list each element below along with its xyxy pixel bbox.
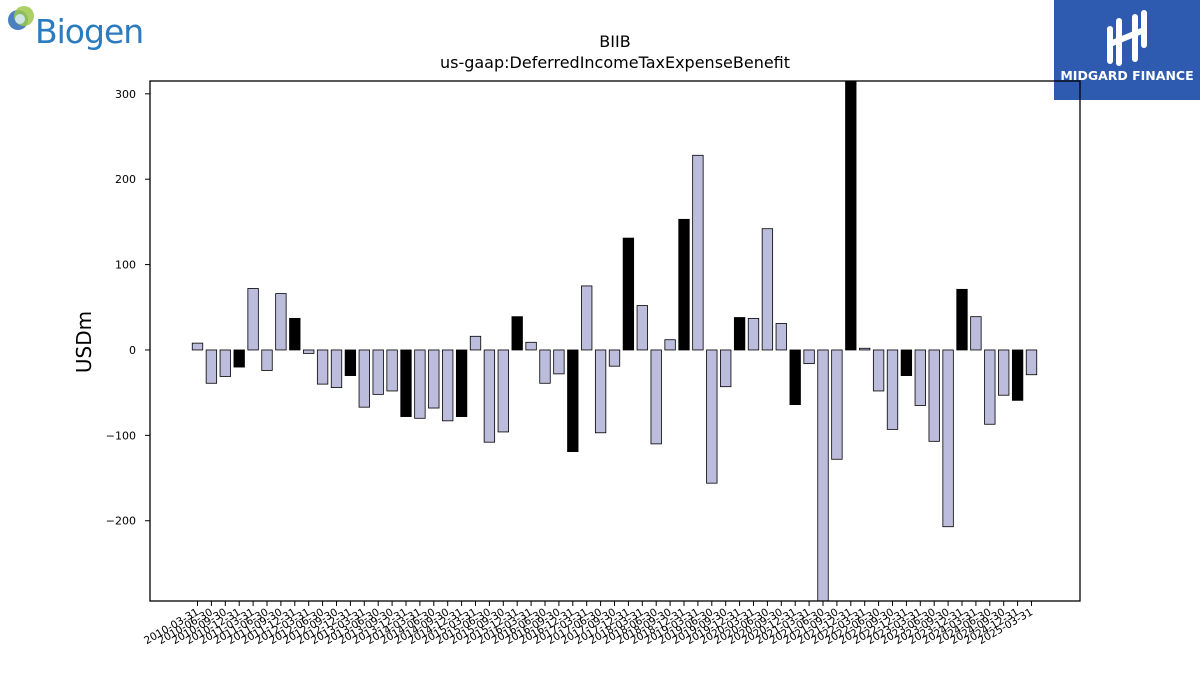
bar-2024-03-31 xyxy=(970,316,982,351)
midgard-wordmark: MIDGARD FINANCE xyxy=(1060,68,1194,83)
bar-2011-03-31 xyxy=(247,288,259,351)
bar-2018-09-30 xyxy=(664,339,676,351)
bar-2016-09-30 xyxy=(553,349,565,375)
bar-2020-12-31 xyxy=(789,349,801,406)
bar-2010-12-31 xyxy=(233,349,245,368)
bar-2022-06-30 xyxy=(872,349,885,392)
y-tick-label: −100 xyxy=(106,429,136,442)
bar-2025-03-31 xyxy=(1025,349,1038,376)
y-axis: −200 −100 0 100 200 300 xyxy=(106,88,150,528)
y-tick-label: 300 xyxy=(115,88,136,101)
bar-2015-06-30 xyxy=(483,349,496,443)
bar-2024-09-30 xyxy=(998,349,1010,396)
bar-2010-06-30 xyxy=(205,349,218,384)
bar-2015-03-31 xyxy=(469,335,482,351)
midgard-finance-logo: MIDGARD FINANCE xyxy=(1054,0,1200,100)
bar-2017-09-30 xyxy=(608,349,621,367)
bar-2014-12-31 xyxy=(455,349,468,417)
bar-2019-09-30 xyxy=(720,349,732,388)
bar-2019-03-31 xyxy=(692,154,704,351)
bar-2013-09-30 xyxy=(386,349,398,392)
bar-2011-06-30 xyxy=(261,349,273,371)
bar-2013-12-31 xyxy=(400,349,412,417)
bar-2024-06-30 xyxy=(984,349,996,425)
bar-2016-06-30 xyxy=(539,349,551,384)
biogen-wordmark: Biogen xyxy=(35,12,144,51)
bar-2022-12-31 xyxy=(900,349,913,376)
bar-2020-09-30 xyxy=(775,323,787,351)
y-tick-label: −200 xyxy=(106,515,136,528)
bar-2014-06-30 xyxy=(428,349,440,409)
bar-2014-03-31 xyxy=(414,349,426,419)
bar-2012-06-30 xyxy=(316,349,329,385)
bar-2019-12-31 xyxy=(733,317,746,351)
globe-icon xyxy=(8,6,34,30)
bar-2014-09-30 xyxy=(442,349,454,422)
bar-2015-12-31 xyxy=(511,316,523,351)
bar-2016-12-31 xyxy=(567,349,579,452)
bar-2023-03-31 xyxy=(914,349,926,406)
bars-group xyxy=(191,80,1038,602)
bar-2021-06-30 xyxy=(817,349,829,602)
biogen-logo: Biogen xyxy=(0,0,150,60)
bar-2022-03-31 xyxy=(859,347,871,351)
bar-2020-03-31 xyxy=(747,317,760,351)
bar-2013-06-30 xyxy=(372,349,384,395)
y-tick-label: 0 xyxy=(129,344,136,357)
chart-title: BIIB xyxy=(599,32,630,51)
bar-2018-12-31 xyxy=(678,218,690,351)
bar-2023-09-30 xyxy=(942,349,954,528)
bar-2018-03-31 xyxy=(636,305,648,351)
bar-2015-09-30 xyxy=(497,349,509,433)
bar-2012-03-31 xyxy=(303,349,315,354)
y-tick-label: 100 xyxy=(115,259,136,272)
bar-2021-09-30 xyxy=(831,349,843,460)
plot-frame xyxy=(149,80,1081,602)
bar-2011-12-31 xyxy=(289,317,301,351)
bar-2024-12-31 xyxy=(1011,349,1024,401)
bar-2022-09-30 xyxy=(886,349,899,430)
chart-subtitle: us-gaap:DeferredIncomeTaxExpenseBenefit xyxy=(440,53,790,72)
bar-2010-09-30 xyxy=(219,349,231,377)
bar-2023-06-30 xyxy=(928,349,940,442)
bar-2018-06-30 xyxy=(650,349,662,445)
bar-2017-03-31 xyxy=(581,285,593,351)
bar-2012-09-30 xyxy=(330,349,343,388)
bar-2017-12-31 xyxy=(622,237,635,351)
midgard-mark-icon xyxy=(1107,10,1147,66)
bar-2020-06-30 xyxy=(761,228,774,351)
bar-2011-09-30 xyxy=(275,293,287,351)
bar-2021-03-31 xyxy=(803,349,815,365)
bar-2019-06-30 xyxy=(706,349,718,484)
bar-2016-03-31 xyxy=(525,341,537,351)
bar-2017-06-30 xyxy=(594,349,607,434)
bar-2021-12-31 xyxy=(845,80,857,351)
bar-2023-12-31 xyxy=(956,288,968,351)
x-axis: 2010-03-312010-06-302010-09-302010-12-31… xyxy=(142,601,1035,647)
bar-2010-03-31 xyxy=(191,342,204,351)
bar-2012-12-31 xyxy=(344,349,357,376)
y-axis-label: USDm xyxy=(72,311,96,373)
y-tick-label: 200 xyxy=(115,173,136,186)
bar-2013-03-31 xyxy=(358,349,370,408)
